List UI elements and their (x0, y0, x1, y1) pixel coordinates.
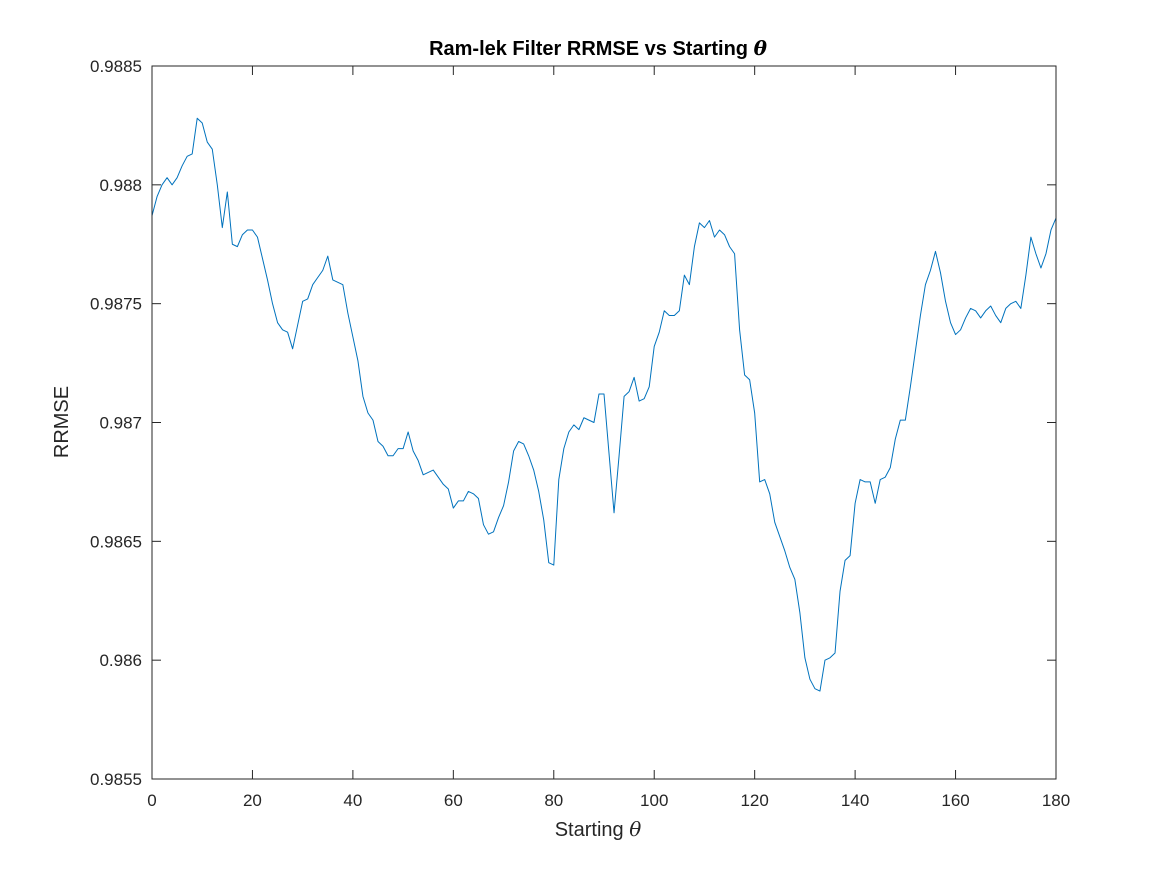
series-line (151, 117, 1057, 692)
x-tick-label: 40 (343, 791, 362, 810)
x-tick-label: 60 (444, 791, 463, 810)
x-tick-labels: 0 20 40 60 80 100 120 140 160 180 (147, 791, 1070, 810)
x-tick-label: 20 (243, 791, 262, 810)
y-tick-labels: 0.9855 0.986 0.9865 0.987 0.9875 0.988 0.9885 (90, 57, 142, 789)
y-axis-label: RRMSE (51, 386, 73, 458)
y-tick-label: 0.9885 (90, 57, 142, 76)
x-tick-label: 80 (544, 791, 563, 810)
axes-box (151, 65, 1057, 780)
y-tick-label: 0.9875 (90, 295, 142, 314)
x-tick-label: 180 (1042, 791, 1070, 810)
x-tick-label: 120 (740, 791, 768, 810)
y-tick-label: 0.9865 (90, 532, 142, 551)
x-tick-label: 140 (841, 791, 869, 810)
y-tick-label: 0.988 (99, 176, 142, 195)
y-tick-label: 0.987 (99, 414, 142, 433)
y-tick-label: 0.986 (99, 651, 142, 670)
chart-title: Ram-lek Filter RRMSE vs Starting θ (429, 36, 768, 60)
y-tick-label: 0.9855 (90, 770, 142, 789)
plot-area (152, 66, 1056, 779)
x-tick-label: 160 (941, 791, 969, 810)
x-axis-label: Starting θ (555, 817, 642, 841)
x-tick-label: 0 (147, 791, 156, 810)
x-tick-label: 100 (640, 791, 668, 810)
